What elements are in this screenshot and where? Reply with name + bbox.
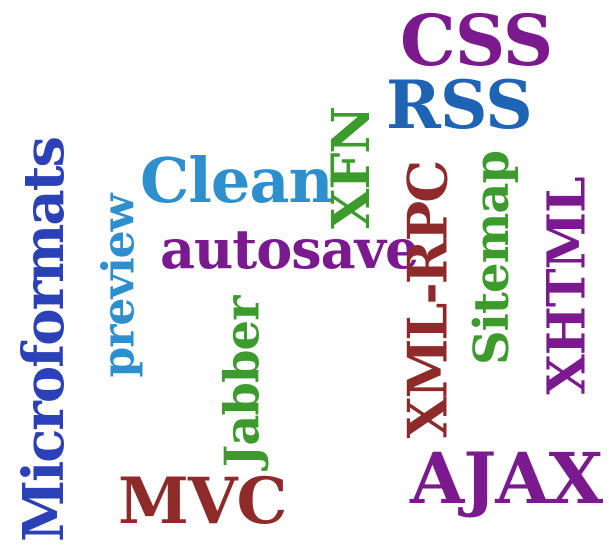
word-microformats: Microformats bbox=[11, 137, 77, 543]
word-jabber-box: Jabber bbox=[206, 284, 278, 480]
word-rss: RSS bbox=[386, 66, 533, 144]
word-sitemap-box: Sitemap bbox=[460, 140, 524, 376]
word-clean: Clean bbox=[140, 144, 334, 217]
word-mvc: MVC bbox=[118, 464, 287, 539]
word-xhtml-box: XHTML bbox=[532, 166, 604, 406]
word-xmlrpc-box: XML-RPC bbox=[390, 150, 464, 450]
word-xfn-box: XFN bbox=[318, 102, 386, 234]
word-ajax: AJAX bbox=[410, 437, 603, 520]
word-preview: preview bbox=[94, 194, 145, 378]
word-jabber: Jabber bbox=[214, 296, 271, 468]
word-sitemap: Sitemap bbox=[464, 150, 520, 366]
word-xmlrpc: XML-RPC bbox=[395, 161, 460, 439]
word-autosave: autosave bbox=[160, 217, 419, 281]
word-microformats-box: Microformats bbox=[4, 138, 84, 542]
word-preview-box: preview bbox=[92, 170, 148, 402]
word-xhtml: XHTML bbox=[537, 177, 599, 395]
word-css: CSS bbox=[400, 0, 553, 82]
word-xfn: XFN bbox=[321, 107, 383, 229]
